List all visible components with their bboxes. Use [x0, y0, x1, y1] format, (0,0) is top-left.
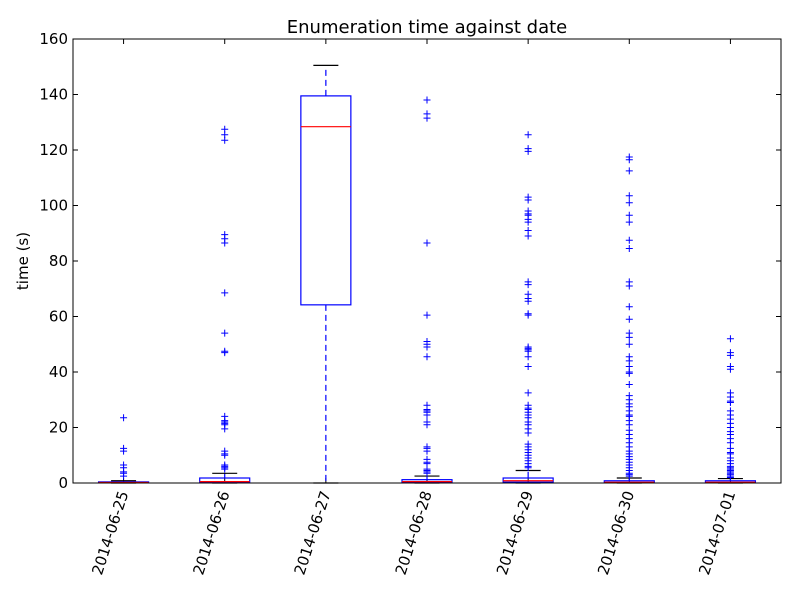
y-axis-label: time (s) [14, 232, 32, 290]
y-tick-label: 120 [39, 141, 68, 159]
flier-marker [625, 218, 633, 226]
flier-marker [625, 199, 633, 207]
flier-marker [625, 236, 633, 244]
box-iqr [300, 95, 352, 306]
y-tick-label: 60 [49, 308, 68, 326]
flier-marker [524, 297, 532, 305]
flier-marker [625, 192, 633, 200]
flier-marker [423, 96, 431, 104]
flier-marker [726, 473, 734, 481]
flier-marker [625, 472, 633, 480]
flier-marker [726, 351, 734, 359]
flier-marker [625, 156, 633, 164]
flier-marker [524, 218, 532, 226]
chart-title: Enumeration time against date [287, 17, 567, 38]
flier-marker [423, 239, 431, 247]
x-tick-label: 2014-06-30 [594, 489, 638, 577]
flier-marker [625, 315, 633, 323]
x-tick-label: 2014-07-01 [695, 489, 739, 577]
flier-marker [625, 380, 633, 388]
plot-area: 0 20 40 60 80 100 120 140 160 2014-06-25 2014-06-2… [39, 30, 781, 577]
flier-marker [625, 340, 633, 348]
flier-marker [423, 421, 431, 429]
flier-marker [221, 329, 229, 337]
flier-marker [625, 303, 633, 311]
flier-marker [524, 281, 532, 289]
y-tick-label: 0 [58, 474, 68, 492]
flier-marker [524, 147, 532, 155]
flier-marker [120, 472, 128, 480]
flier-marker [221, 465, 229, 473]
flier-marker [625, 245, 633, 253]
box-iqr [502, 477, 554, 483]
flier-marker [524, 362, 532, 370]
flier-marker [524, 464, 532, 472]
x-tick-label: 2014-06-25 [88, 489, 132, 577]
flier-marker [423, 353, 431, 361]
flier-marker [524, 232, 532, 240]
y-tick-label: 80 [49, 252, 68, 270]
y-tick-label: 40 [49, 363, 68, 381]
flier-marker [221, 239, 229, 247]
flier-marker [524, 311, 532, 319]
y-tick-label: 20 [49, 419, 68, 437]
x-tick-label: 2014-06-28 [392, 489, 436, 577]
flier-marker [625, 333, 633, 341]
flier-marker [524, 196, 532, 204]
flier-marker [625, 369, 633, 377]
flier-marker [221, 451, 229, 459]
flier-marker [120, 447, 128, 455]
flier-marker [423, 343, 431, 351]
flier-marker [625, 211, 633, 219]
flier-marker [625, 282, 633, 290]
flier-marker [423, 447, 431, 455]
flier-marker [524, 353, 532, 361]
flier-marker [726, 365, 734, 373]
flier-marker [726, 399, 734, 407]
flier-marker [423, 469, 431, 477]
y-tick-label: 140 [39, 86, 68, 104]
flier-marker [423, 311, 431, 319]
flier-marker [524, 389, 532, 397]
y-tick-label: 160 [39, 30, 68, 48]
box-iqr [199, 477, 251, 484]
x-tick-label: 2014-06-26 [189, 489, 233, 577]
flier-marker [726, 335, 734, 343]
flier-marker [524, 429, 532, 437]
flier-marker [120, 414, 128, 422]
flier-marker [625, 167, 633, 175]
flier-marker [423, 411, 431, 419]
x-tick-label: 2014-06-27 [291, 489, 335, 577]
flier-marker [221, 425, 229, 433]
flier-marker [524, 131, 532, 139]
flier-marker [423, 114, 431, 122]
y-tick-label: 100 [39, 197, 68, 215]
flier-marker [221, 349, 229, 357]
x-tick-label: 2014-06-29 [493, 489, 537, 577]
flier-marker [221, 136, 229, 144]
axes-frame [72, 38, 782, 484]
flier-marker [221, 289, 229, 297]
